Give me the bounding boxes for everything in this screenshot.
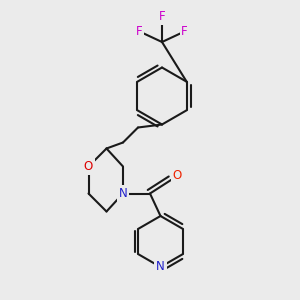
Text: O: O (172, 169, 182, 182)
Text: N: N (156, 260, 165, 274)
Text: F: F (181, 25, 188, 38)
Text: O: O (84, 160, 93, 173)
Text: F: F (136, 25, 143, 38)
Text: F: F (159, 10, 165, 23)
Text: N: N (118, 187, 127, 200)
